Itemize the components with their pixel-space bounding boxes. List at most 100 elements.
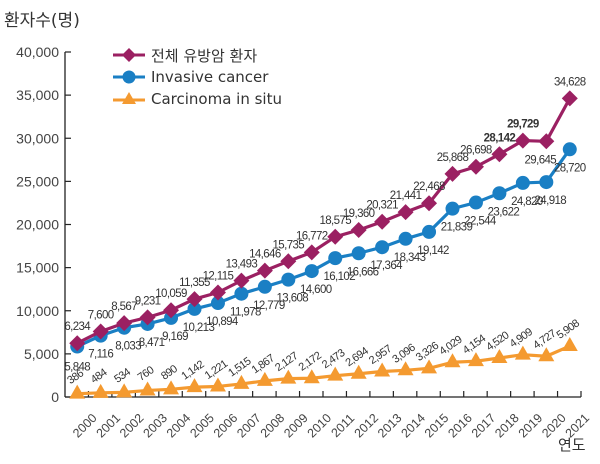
legend-item-invasive: Invasive cancer [113,66,282,88]
data-point-invasive [187,301,202,316]
data-label-total: 34,628 [554,76,586,88]
data-point-total [421,195,438,212]
data-label-invasive: 19,142 [417,245,449,257]
x-tick-label: 2014 [398,411,428,441]
data-label-total: 9,231 [135,295,161,307]
data-point-total [491,146,508,163]
data-point-cis [350,364,367,379]
data-point-total [186,291,203,308]
data-point-invasive [398,231,413,246]
x-tick-label: 2012 [352,411,382,441]
data-point-total [374,213,391,230]
data-point-invasive [539,175,554,190]
x-tick-label: 2006 [211,411,241,441]
data-point-invasive [445,201,460,216]
x-tick-label: 2010 [305,411,335,441]
data-label-cis: 484 [89,366,110,386]
y-tick-label: 40,000 [16,44,59,60]
data-point-cis [421,359,438,374]
data-label-cis: 534 [112,366,133,386]
x-tick-label: 2005 [187,411,217,441]
data-label-invasive: 14,600 [300,284,332,296]
series-line-1 [76,148,572,349]
data-label-invasive: 24,820 [511,196,543,208]
data-label-total: 7,600 [88,309,114,321]
data-point-cis [561,337,578,352]
data-label-cis: 3,326 [414,340,441,364]
data-point-invasive [210,296,225,311]
x-tick-label: 2018 [492,411,522,441]
x-tick-label: 2008 [258,411,288,441]
data-label-invasive: 10,213 [183,322,215,334]
data-label-cis: 760 [136,364,157,384]
x-tick-label: 2013 [375,411,405,441]
data-point-total [92,323,109,340]
data-point-invasive [304,264,319,279]
data-point-cis [303,369,320,384]
data-point-total [256,262,273,279]
data-point-invasive [468,195,483,210]
data-label-invasive: 8,471 [139,337,165,349]
y-tick-label: 35,000 [16,87,59,103]
data-label-cis: 890 [159,363,180,383]
data-label-invasive: 5,848 [64,362,90,374]
data-point-total [209,284,226,301]
data-label-invasive: 16,102 [323,271,355,283]
data-label-total: 22,468 [413,181,445,193]
data-point-invasive [562,142,577,157]
data-point-invasive [375,240,390,255]
legend-label: 전체 유방암 환자 [151,46,258,65]
data-point-cis [209,377,226,392]
x-axis-title: 연도 [558,436,586,454]
data-point-cis [92,383,109,398]
y-tick-label: 0 [51,389,59,405]
data-label-cis: 4,909 [508,326,535,350]
data-label-invasive: 24,918 [535,195,567,207]
data-point-total [139,309,156,326]
data-point-invasive [422,224,437,239]
legend-label: Invasive cancer [151,68,269,86]
data-point-total [327,228,344,245]
legend: 전체 유방암 환자 Invasive cancer Carcinoma in s… [113,44,282,110]
y-tick-label: 15,000 [16,260,59,276]
data-point-total [514,132,531,149]
data-point-cis [116,383,133,398]
data-point-cis [467,352,484,367]
data-label-total: 19,360 [343,208,375,220]
x-tick-label: 2019 [516,411,546,441]
data-point-cis [233,374,250,389]
data-point-cis [69,384,86,399]
data-label-invasive: 17,364 [370,260,403,272]
legend-item-cis: Carcinoma in situ [113,88,282,110]
data-label-invasive: 8,033 [115,341,141,353]
data-label-total: 29,645 [525,154,557,166]
data-label-total: 15,735 [273,239,305,251]
data-point-total [116,315,133,332]
data-label-cis: 5,908 [555,317,582,341]
data-label-invasive: 18,343 [394,252,426,264]
data-point-cis [397,361,414,376]
data-label-invasive: 23,622 [488,206,520,218]
triangle-marker-icon [113,92,145,104]
data-point-total [538,133,555,150]
data-label-total: 21,441 [390,190,422,202]
data-point-cis [538,347,555,362]
data-point-total [397,204,414,221]
data-point-invasive [234,286,249,301]
data-point-invasive [257,279,272,294]
data-point-cis [327,366,344,381]
data-point-total [163,302,180,319]
data-point-total [280,253,297,270]
data-label-total: 8,567 [111,301,137,313]
y-tick-label: 20,000 [16,217,59,233]
data-point-total [444,165,461,182]
data-point-total [303,244,320,261]
data-label-total: 18,575 [319,215,351,227]
data-label-total: 20,321 [366,200,398,212]
data-label-invasive: 22,544 [464,216,497,228]
data-point-total [467,158,484,175]
data-label-invasive: 12,779 [253,300,285,312]
data-point-invasive [515,175,530,190]
data-point-cis [256,371,273,386]
data-label-cis: 2,127 [273,350,300,374]
